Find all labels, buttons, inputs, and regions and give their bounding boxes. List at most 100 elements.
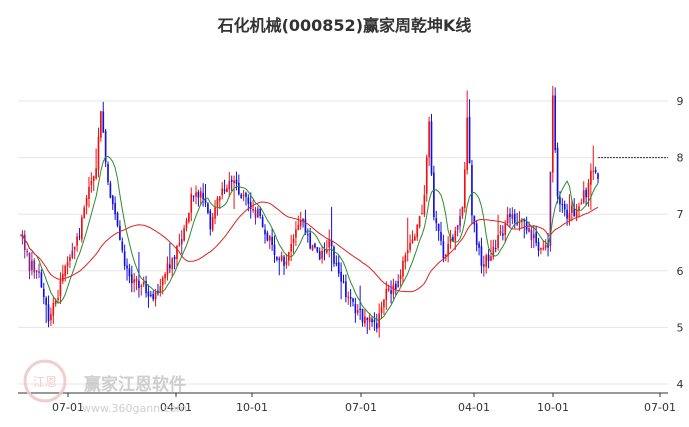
- candle-down: [482, 264, 485, 267]
- candle-down: [566, 209, 568, 219]
- watermark-brand: 赢家江恩软件: [84, 374, 186, 395]
- candle-down: [535, 232, 537, 243]
- candle-down: [314, 243, 316, 248]
- candle-down: [597, 173, 599, 179]
- candle-up: [542, 247, 545, 250]
- candle-down: [23, 234, 26, 251]
- candle-up: [81, 217, 83, 240]
- candle-up: [397, 280, 400, 287]
- candle-up: [142, 282, 145, 285]
- candle-up: [423, 195, 426, 215]
- candle-up: [195, 192, 197, 197]
- candle-up: [521, 219, 523, 223]
- candle-down: [130, 274, 133, 284]
- y-tick-label: 8: [677, 152, 684, 165]
- x-tick-label: 04-01: [458, 401, 490, 414]
- candle-up: [166, 263, 169, 276]
- candle-down: [38, 271, 40, 273]
- candle-up: [416, 224, 419, 238]
- candle-down: [430, 121, 433, 175]
- candle-up: [140, 285, 143, 287]
- candle-down: [273, 244, 276, 256]
- candle-down: [323, 250, 326, 252]
- candle-up: [409, 242, 411, 250]
- candle-down: [333, 246, 335, 264]
- candle-down: [271, 236, 273, 245]
- candle-up: [176, 245, 178, 260]
- candle-down: [223, 189, 226, 192]
- candle-up: [159, 286, 162, 294]
- seal-text: 江恩: [33, 375, 57, 389]
- moving-average-lines: [19, 155, 599, 321]
- candle-down: [563, 204, 566, 210]
- candle-down: [138, 280, 140, 289]
- y-tick-label: 5: [677, 321, 684, 334]
- candle-down: [335, 263, 338, 265]
- candle-up: [180, 239, 183, 245]
- candle-down: [107, 163, 109, 183]
- candle-down: [433, 172, 435, 218]
- candle-down: [361, 308, 364, 323]
- candle-up: [385, 288, 388, 300]
- candle-up: [295, 229, 297, 238]
- candle-up: [421, 213, 423, 215]
- candle-up: [575, 209, 578, 217]
- candle-up: [54, 299, 57, 305]
- seal-icon: [23, 359, 67, 403]
- candle-up: [95, 168, 97, 179]
- candle-up: [183, 228, 185, 241]
- candle-up: [406, 250, 409, 254]
- candle-up: [456, 225, 459, 230]
- candle-down: [394, 283, 397, 290]
- candle-up: [216, 198, 219, 207]
- candle-down: [264, 229, 266, 235]
- candle-down: [42, 288, 45, 298]
- candle-up: [587, 182, 590, 198]
- grid: [18, 100, 668, 385]
- candle-down: [169, 264, 171, 269]
- y-tick-label: 9: [677, 95, 684, 108]
- candle-down: [561, 204, 564, 206]
- x-tick-label: 10-01: [537, 401, 569, 414]
- candle-down: [237, 182, 240, 195]
- candle-down: [573, 207, 576, 217]
- candle-up: [26, 251, 28, 253]
- candle-up: [540, 248, 542, 250]
- candle-up: [76, 236, 78, 246]
- candle-down: [554, 95, 557, 150]
- candle-up: [499, 231, 502, 234]
- candle-down: [318, 251, 321, 260]
- candle-up: [133, 279, 136, 283]
- candle-down: [240, 194, 243, 198]
- candle-down: [47, 304, 50, 322]
- candle-up: [61, 273, 64, 282]
- candle-down: [261, 216, 264, 228]
- candle-down: [123, 251, 126, 266]
- candle-up: [380, 307, 383, 313]
- candle-up: [449, 237, 452, 242]
- candle-down: [266, 232, 269, 241]
- candle-down: [278, 258, 281, 260]
- candlestick-series: [21, 85, 599, 338]
- candle-up: [69, 256, 71, 262]
- candle-up: [299, 220, 302, 226]
- candle-up: [188, 212, 190, 222]
- candle-up: [164, 274, 166, 279]
- candle-down: [119, 225, 121, 240]
- candle-up: [497, 234, 499, 248]
- candle-up: [511, 214, 514, 220]
- x-tick-label: 10-01: [236, 401, 268, 414]
- candle-down: [547, 243, 549, 248]
- candle-down: [145, 281, 147, 294]
- candle-up: [257, 208, 259, 218]
- candle-down: [442, 241, 445, 259]
- candle-up: [532, 234, 535, 239]
- candle-up: [59, 280, 62, 296]
- candle-down: [340, 271, 342, 282]
- candle-up: [506, 214, 509, 224]
- watermark-url: www.360gann.com: [82, 402, 187, 415]
- candle-down: [104, 131, 107, 163]
- candle-up: [347, 296, 350, 298]
- candle-up: [428, 121, 430, 158]
- candle-up: [92, 176, 95, 182]
